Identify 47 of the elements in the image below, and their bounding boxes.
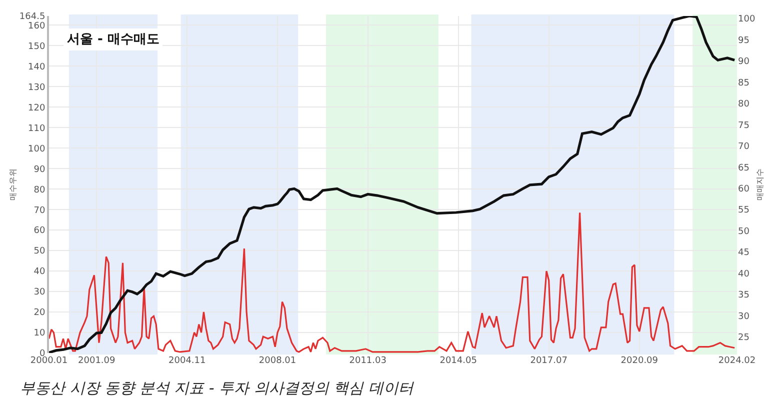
y-tick-label: 30 bbox=[34, 288, 46, 298]
y2-tick-label: 25 bbox=[738, 333, 750, 344]
y-tick-label: 120 bbox=[28, 103, 46, 114]
y2-tick-label: 60 bbox=[738, 184, 750, 194]
y-axis-title: 매수우위 bbox=[8, 168, 18, 200]
x-tick-label: 2017.07 bbox=[530, 356, 568, 366]
y2-tick-label: 100 bbox=[738, 14, 756, 25]
y2-axis-title: 매매지수 bbox=[756, 168, 765, 200]
y2-tick-label: 85 bbox=[738, 78, 750, 88]
x-tick-label: 2020.09 bbox=[620, 356, 658, 366]
y-tick-label: 20 bbox=[34, 308, 46, 318]
text: 부동산 시장 동향 분석 지표 - 투자 의사결정의 핵심 데이터 bbox=[20, 379, 414, 397]
y-tick-label: 50 bbox=[34, 246, 46, 257]
x-tick-label: 2024.02 bbox=[718, 356, 756, 366]
x-tick-label: 2011.03 bbox=[349, 356, 386, 366]
y-tick-label: 164.5 bbox=[19, 12, 46, 22]
y-tick-label: 110 bbox=[28, 124, 46, 134]
line-series bbox=[49, 16, 736, 353]
y-tick-label: 60 bbox=[34, 226, 46, 236]
y-tick-label: 90 bbox=[34, 164, 46, 175]
line-series bbox=[49, 212, 736, 353]
x-tick-label: 2014.05 bbox=[440, 356, 477, 366]
y2-tick-label: 80 bbox=[738, 100, 750, 110]
y2-tick-label: 50 bbox=[738, 226, 750, 237]
x-tick-label: 2001.09 bbox=[78, 356, 116, 366]
y2-tick-label: 95 bbox=[738, 36, 750, 46]
x-tick-label: 2008.01 bbox=[258, 356, 296, 366]
y2-tick-label: 65 bbox=[738, 163, 750, 174]
y-tick-label: 150 bbox=[28, 42, 46, 52]
y2-tick-label: 90 bbox=[738, 57, 750, 68]
y2-tick-label: 75 bbox=[738, 120, 750, 131]
y2-tick-label: 70 bbox=[738, 142, 750, 152]
y-tick-label: 130 bbox=[28, 82, 46, 93]
text: 서울 - 매수매도 bbox=[67, 32, 160, 47]
y-tick-label: 70 bbox=[34, 206, 46, 216]
y2-tick-label: 40 bbox=[738, 269, 750, 280]
x-tick-label: 2004.11 bbox=[168, 356, 206, 366]
y-tick-label: 10 bbox=[34, 328, 46, 339]
y-tick-label: 100 bbox=[28, 144, 46, 154]
y2-tick-label: 30 bbox=[738, 312, 750, 322]
y2-tick-label: 45 bbox=[738, 248, 750, 258]
y2-tick-label: 35 bbox=[738, 290, 750, 301]
y-tick-label: 40 bbox=[34, 267, 46, 278]
y2-tick-label: 55 bbox=[738, 206, 750, 216]
y-tick-label: 140 bbox=[28, 62, 46, 72]
y-tick-label: 80 bbox=[34, 185, 46, 196]
y-tick-label: 160 bbox=[28, 21, 46, 32]
